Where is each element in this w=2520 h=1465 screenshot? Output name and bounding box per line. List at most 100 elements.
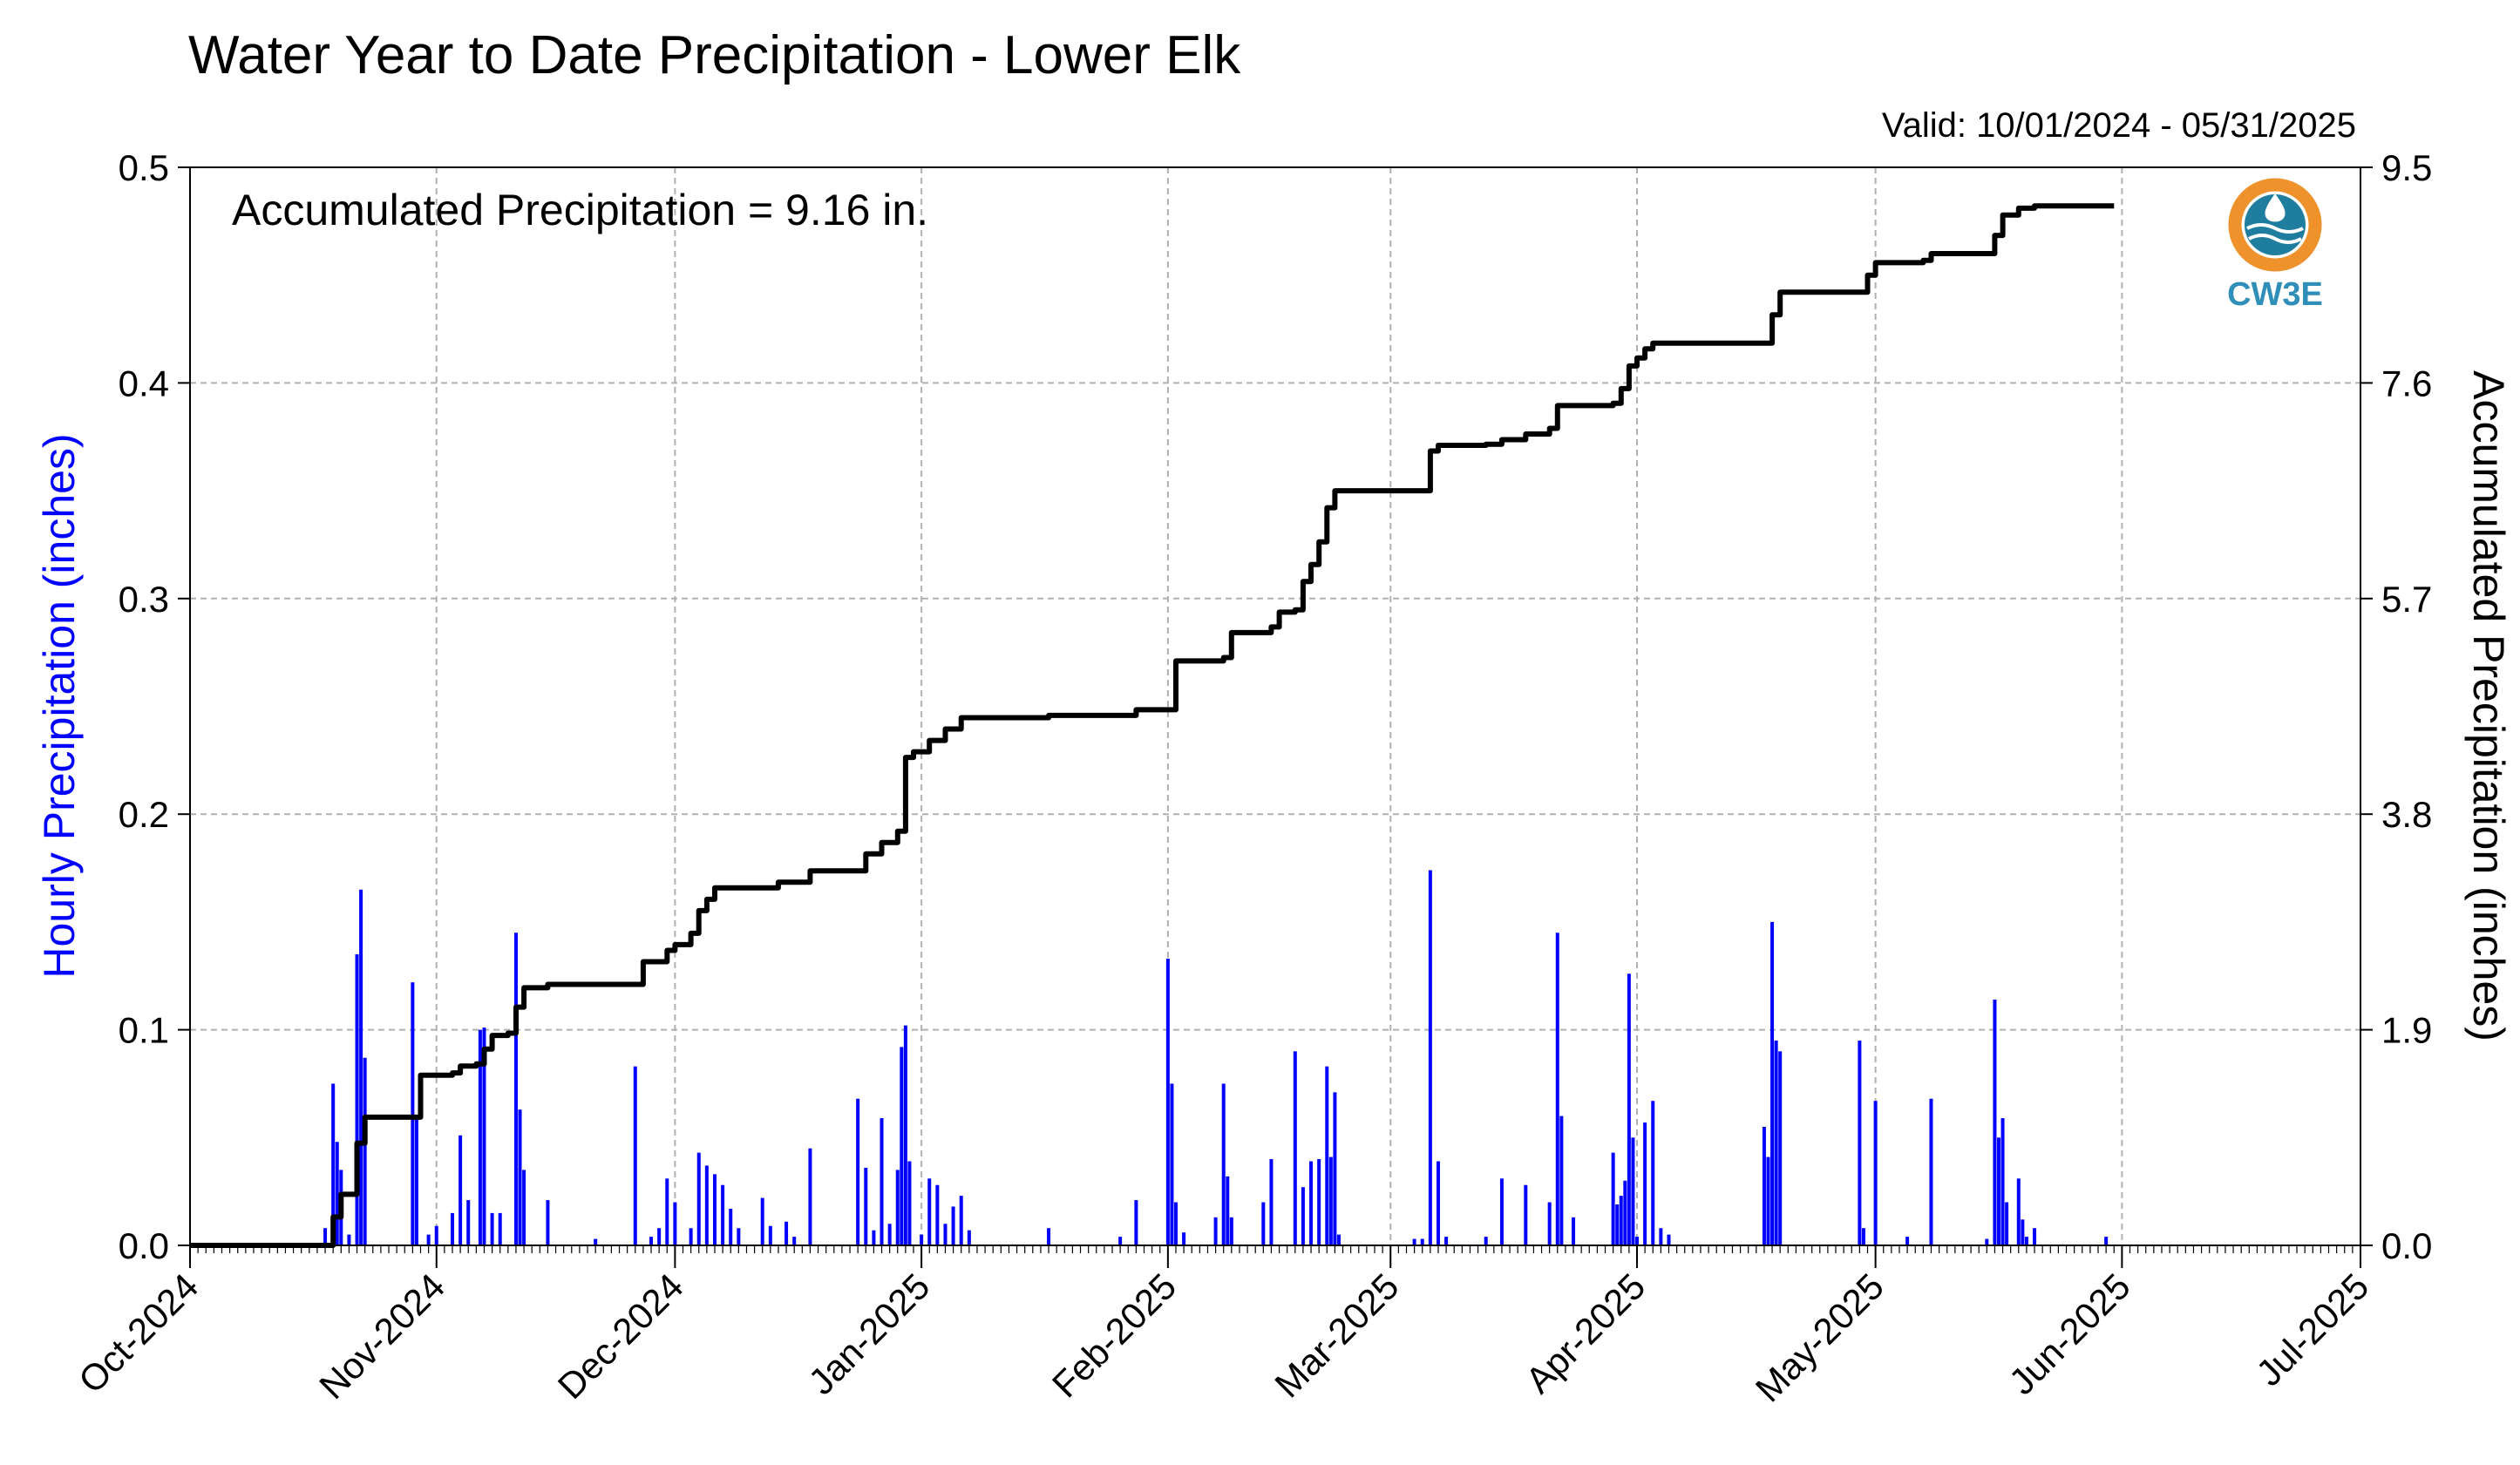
- logo-wave-1: [2246, 223, 2304, 234]
- hourly-bar: [712, 1174, 717, 1245]
- hourly-bar: [363, 1057, 367, 1245]
- minor-ticks: [189, 1245, 2361, 1253]
- hourly-bar: [522, 1170, 526, 1245]
- hourly-bar: [1619, 1196, 1623, 1245]
- y-right-tick-label: 3.8: [2381, 794, 2432, 835]
- x-tick-label: Dec-2024: [550, 1265, 691, 1407]
- hourly-bar: [434, 1225, 438, 1245]
- hourly-bar: [760, 1197, 764, 1245]
- hourly-bar: [1221, 1083, 1226, 1245]
- x-tick-label: Jun-2025: [2001, 1265, 2138, 1402]
- hourly-bar: [1861, 1228, 1865, 1245]
- water-drop-icon: [2265, 193, 2286, 222]
- hourly-bar: [737, 1228, 741, 1245]
- y-left-tick-label: 0.5: [119, 147, 169, 188]
- hourly-bar: [729, 1208, 733, 1245]
- axes: Oct-2024 Nov-2024 Dec-2024 Jan-2025 Feb-2025…: [71, 147, 2432, 1409]
- hourly-bar: [785, 1221, 789, 1245]
- y-left-tick-label: 0.1: [119, 1010, 169, 1051]
- hourly-bar: [414, 1116, 418, 1245]
- hourly-bar: [1559, 1116, 1564, 1245]
- hourly-bar: [1547, 1202, 1552, 1245]
- hourly-bar: [887, 1224, 892, 1245]
- x-tick-label: Mar-2025: [1267, 1265, 1406, 1405]
- hourly-bar: [1615, 1204, 1620, 1245]
- gridlines: [190, 167, 2360, 1245]
- hourly-bar: [426, 1234, 431, 1245]
- hourly-bar: [1328, 1156, 1333, 1245]
- hourly-bar: [1269, 1159, 1274, 1245]
- hourly-bar: [1261, 1202, 1266, 1245]
- hourly-bar: [546, 1200, 550, 1245]
- y-left-tick-label: 0.3: [119, 579, 169, 620]
- hourly-bar: [1165, 958, 1170, 1245]
- hourly-bar: [1484, 1237, 1488, 1245]
- x-tick-label: Jan-2025: [800, 1265, 937, 1402]
- x-tick-label: Feb-2025: [1044, 1265, 1184, 1405]
- hourly-bar: [1134, 1200, 1138, 1245]
- hourly-bar: [1420, 1238, 1424, 1245]
- hourly-bar: [450, 1212, 454, 1245]
- hourly-bar: [872, 1230, 876, 1245]
- hourly-bar: [1229, 1217, 1233, 1245]
- hourly-bar: [1182, 1232, 1186, 1245]
- hourly-bar: [1555, 933, 1559, 1245]
- hourly-bar: [1770, 921, 1775, 1245]
- hourly-bar: [1627, 973, 1631, 1245]
- hourly-bar: [856, 1098, 860, 1245]
- hourly-bar: [490, 1212, 494, 1245]
- hourly-bar: [2033, 1228, 2037, 1245]
- hourly-bar: [1651, 1101, 1655, 1245]
- y-left-tick-label: 0.0: [119, 1225, 169, 1266]
- hourly-bar: [895, 1170, 900, 1245]
- hourly-bar: [2000, 1118, 2005, 1245]
- hourly-bar: [959, 1196, 963, 1245]
- hourly-bar: [1436, 1161, 1440, 1245]
- hourly-bar: [704, 1165, 709, 1245]
- y-right-tick-label: 9.5: [2381, 147, 2432, 188]
- hourly-bar: [768, 1225, 772, 1245]
- logo-ring: [2228, 178, 2322, 272]
- hourly-bar: [478, 1029, 482, 1245]
- hourly-bar: [943, 1224, 948, 1245]
- hourly-bar: [1667, 1234, 1671, 1245]
- hourly-bar: [411, 982, 415, 1245]
- hourly-bar: [935, 1184, 940, 1245]
- plot-frame: [189, 166, 2361, 1246]
- hourly-bar: [2021, 1219, 2025, 1245]
- hourly-bar: [808, 1148, 812, 1245]
- hourly-bar: [347, 1234, 351, 1245]
- hourly-bar: [900, 1047, 904, 1245]
- hourly-bar: [1301, 1187, 1305, 1245]
- hourly-bar: [518, 1109, 522, 1245]
- hourly-bar: [657, 1228, 662, 1245]
- hourly-bar: [458, 1135, 463, 1245]
- hourly-bar: [1524, 1184, 1528, 1245]
- hourly-bar: [665, 1178, 669, 1245]
- hourly-bar: [2104, 1237, 2109, 1245]
- hourly-bar: [1905, 1237, 1910, 1245]
- hourly-bar: [1631, 1137, 1635, 1245]
- accumulated-line-group: [190, 203, 2115, 1248]
- hourly-bar: [335, 1142, 339, 1245]
- hourly-bar: [1170, 1083, 1174, 1245]
- hourly-bar: [792, 1237, 797, 1245]
- hourly-bar: [1444, 1237, 1449, 1245]
- logo-water: [2245, 194, 2306, 255]
- hourly-bar: [649, 1237, 654, 1245]
- hourly-bar: [482, 1028, 486, 1245]
- hourly-bar: [1325, 1066, 1329, 1245]
- hourly-bar: [1333, 1092, 1337, 1245]
- hourly-bar: [1226, 1176, 1230, 1245]
- hourly-bar: [951, 1206, 955, 1245]
- hourly-bar: [1778, 1051, 1783, 1245]
- hourly-bar: [633, 1066, 637, 1245]
- hourly-bar: [1572, 1217, 1576, 1245]
- hourly-bar: [1858, 1040, 1862, 1245]
- hourly-bar: [1428, 870, 1432, 1245]
- x-tick-label: Apr-2025: [1518, 1265, 1653, 1401]
- x-tick-label: Jul-2025: [2248, 1265, 2376, 1394]
- hourly-bar: [1213, 1217, 1218, 1245]
- x-tick-label: May-2025: [1748, 1265, 1892, 1409]
- hourly-bar: [1336, 1234, 1341, 1245]
